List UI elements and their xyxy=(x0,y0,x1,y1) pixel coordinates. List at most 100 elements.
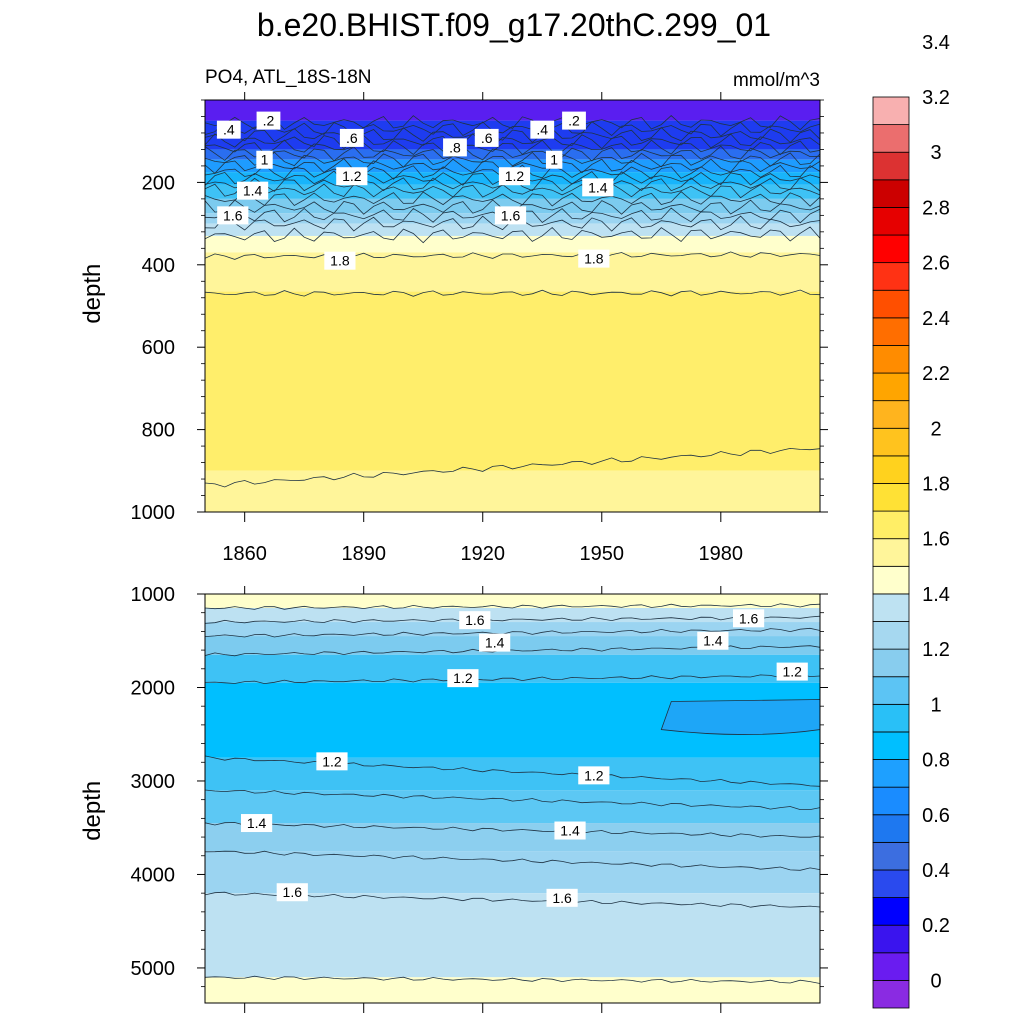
svg-text:1.4: 1.4 xyxy=(485,635,505,651)
svg-text:.8: .8 xyxy=(449,139,461,155)
colorbar-swatch xyxy=(872,151,910,181)
colorbar-label: 1.6 xyxy=(922,529,950,551)
colorbar-swatch xyxy=(872,289,910,319)
contour-line xyxy=(205,850,820,871)
colorbar-swatch xyxy=(872,345,910,374)
contour-line xyxy=(205,145,820,162)
colorbar-swatch xyxy=(872,400,910,429)
colorbar-swatch xyxy=(872,924,910,954)
contour-label: 1.6 xyxy=(459,611,491,630)
contour-line xyxy=(205,133,820,150)
y-tick-label: 2000 xyxy=(131,677,176,699)
colorbar-label: 2.2 xyxy=(922,363,950,385)
contour-line xyxy=(205,975,820,984)
x-tick-label: 1980 xyxy=(699,543,744,565)
y-tick-label: 5000 xyxy=(131,958,176,980)
y-tick-label: 1000 xyxy=(131,502,176,524)
contour-line xyxy=(205,115,820,131)
contour-label: .2 xyxy=(562,111,586,130)
svg-text:1.4: 1.4 xyxy=(588,179,608,195)
colorbar-label: 3.4 xyxy=(922,32,950,54)
svg-text:1.2: 1.2 xyxy=(505,168,525,184)
contour-label: .8 xyxy=(443,138,467,157)
colorbar-swatch xyxy=(872,538,910,567)
contour-label: 1.2 xyxy=(498,167,531,186)
colorbar: 0 0.2 0.4 0.6 0.8 1 1.2 1.4 1.6 1.8 2 2.2 2.4 2.6 2.8 3… xyxy=(872,32,950,1009)
colorbar-swatch xyxy=(872,648,910,678)
contour-line xyxy=(205,289,820,297)
contour-label: 1.6 xyxy=(546,888,578,907)
x-tick-label: 1890 xyxy=(341,543,386,565)
colorbar-swatch xyxy=(872,565,910,595)
svg-text:1.4: 1.4 xyxy=(247,815,267,831)
units-label: mmol/m^3 xyxy=(733,70,820,91)
contour-band xyxy=(205,252,820,292)
y-tick-label: 1000 xyxy=(131,584,176,606)
contour-line xyxy=(205,627,820,638)
colorbar-swatch xyxy=(872,786,910,816)
svg-text:.4: .4 xyxy=(223,122,235,138)
y-tick-label: 200 xyxy=(142,172,175,194)
colorbar-swatch xyxy=(872,124,910,153)
colorbar-label: 1.8 xyxy=(922,473,950,495)
contour-line xyxy=(205,789,820,810)
svg-text:1.6: 1.6 xyxy=(465,612,485,628)
contour-label: 1.2 xyxy=(336,167,368,186)
colorbar-swatch xyxy=(872,621,910,650)
colorbar-swatch xyxy=(872,234,910,264)
contour-label: 1.8 xyxy=(324,251,356,270)
colorbar-swatch xyxy=(872,731,910,760)
svg-text:.6: .6 xyxy=(346,130,358,146)
x-tick-label: 1920 xyxy=(460,543,505,565)
y-tick-label: 400 xyxy=(142,255,175,277)
contour-label: 1.4 xyxy=(237,181,269,200)
colorbar-label: 0 xyxy=(930,970,941,992)
contour-band xyxy=(205,893,820,978)
contour-band xyxy=(205,636,820,655)
y-tick-label: 600 xyxy=(142,337,175,359)
contour-band xyxy=(205,100,820,121)
colorbar-swatch xyxy=(872,869,910,898)
contour-label: 1.4 xyxy=(240,814,273,833)
contour-label: 1.4 xyxy=(582,178,614,197)
svg-text:.4: .4 xyxy=(536,122,548,138)
svg-text:1.6: 1.6 xyxy=(552,890,572,906)
contour-line xyxy=(205,615,820,624)
contour-label: 1.8 xyxy=(578,249,610,268)
contour-label: 1 xyxy=(256,150,273,169)
colorbar-swatch xyxy=(872,814,910,843)
contour-band xyxy=(205,823,820,852)
colorbar-swatch xyxy=(872,207,910,236)
contour-line xyxy=(205,822,820,838)
colorbar-label: 3 xyxy=(930,142,941,164)
contour-line xyxy=(205,183,820,199)
contour-label: 1.4 xyxy=(697,631,729,650)
colorbar-swatch xyxy=(872,483,910,512)
colorbar-swatch xyxy=(872,979,910,1009)
svg-text:1.4: 1.4 xyxy=(703,633,723,649)
contour-band xyxy=(205,594,820,609)
colorbar-swatch xyxy=(872,676,910,705)
contour-line xyxy=(205,603,820,610)
contour-band xyxy=(205,470,820,512)
contour-label: 1.2 xyxy=(447,669,479,688)
colorbar-label: 1 xyxy=(930,694,941,716)
colorbar-swatch xyxy=(872,759,910,788)
colorbar-label: 0.4 xyxy=(922,860,950,882)
svg-text:1: 1 xyxy=(261,152,269,168)
contour-line xyxy=(205,251,820,260)
svg-text:.6: .6 xyxy=(481,130,493,146)
x-tick-label: 1860 xyxy=(222,543,267,565)
colorbar-swatch xyxy=(872,952,910,981)
contour-line xyxy=(205,127,820,144)
y-axis-title: depth xyxy=(79,264,106,324)
svg-text:1.8: 1.8 xyxy=(584,251,604,267)
svg-text:1: 1 xyxy=(550,152,558,168)
contour-label: .6 xyxy=(474,128,499,147)
colorbar-label: 3.2 xyxy=(922,87,950,109)
colorbar-label: 0.6 xyxy=(922,805,950,827)
contour-line xyxy=(205,226,820,244)
svg-text:1.4: 1.4 xyxy=(560,823,580,839)
contour-label: .4 xyxy=(530,120,555,139)
colorbar-swatch xyxy=(872,897,910,926)
